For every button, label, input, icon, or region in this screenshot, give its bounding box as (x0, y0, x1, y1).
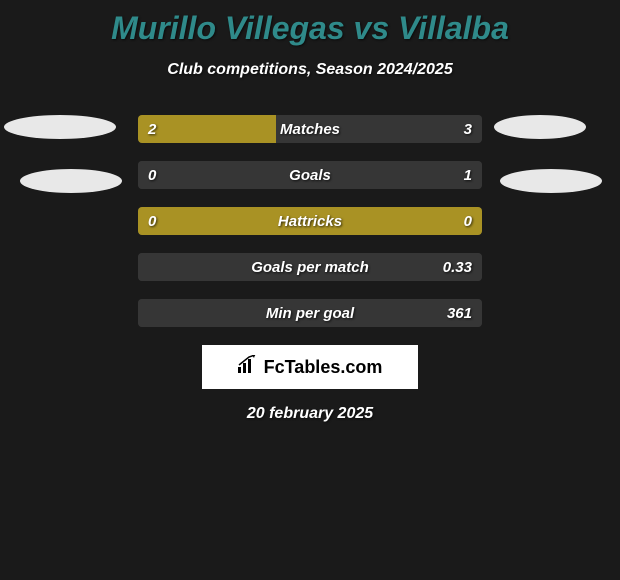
stat-bar: 361Min per goal (138, 299, 482, 327)
comparison-date: 20 february 2025 (0, 405, 620, 423)
bar-label: Matches (138, 115, 482, 143)
bar-label: Hattricks (138, 207, 482, 235)
bars-container: 23Matches 01Goals 00Hattricks 0.33Goals per… (138, 115, 482, 327)
chart-area: 23Matches 01Goals 00Hattricks 0.33Goals per… (0, 115, 620, 327)
decorative-ellipse (494, 115, 586, 139)
decorative-ellipse (500, 169, 602, 193)
bar-label: Min per goal (138, 299, 482, 327)
comparison-title: Murillo Villegas vs Villalba (0, 0, 620, 47)
comparison-subtitle: Club competitions, Season 2024/2025 (0, 61, 620, 79)
logo-text: FcTables.com (264, 357, 383, 378)
decorative-ellipse (4, 115, 116, 139)
bar-label: Goals (138, 161, 482, 189)
stat-bar: 00Hattricks (138, 207, 482, 235)
stat-bar: 01Goals (138, 161, 482, 189)
bar-label: Goals per match (138, 253, 482, 281)
stat-bar: 0.33Goals per match (138, 253, 482, 281)
logo-box: FcTables.com (202, 345, 418, 389)
decorative-ellipse (20, 169, 122, 193)
chart-icon (238, 355, 260, 379)
stat-bar: 23Matches (138, 115, 482, 143)
